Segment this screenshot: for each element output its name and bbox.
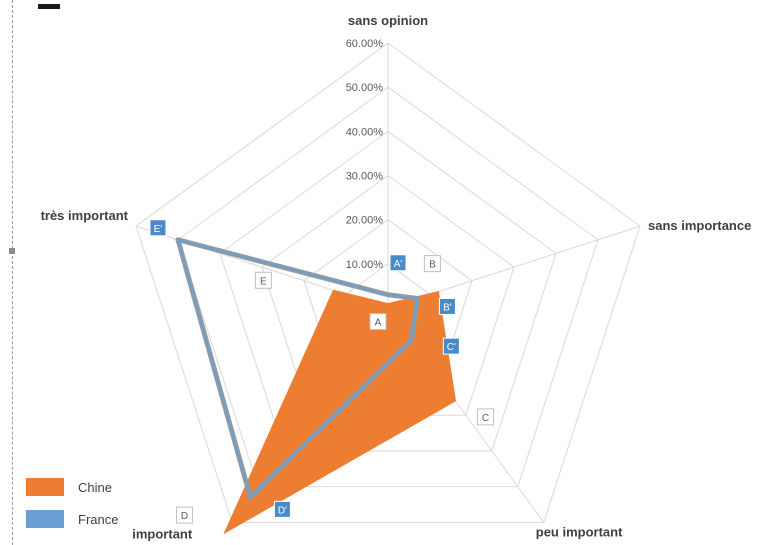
radar-tick-labels: 0.00%10.00%20.00%30.00%40.00%50.00%60.00… — [346, 38, 384, 315]
point-label-text: B' — [443, 302, 452, 313]
point-label-box — [438, 297, 456, 315]
selection-handle[interactable] — [9, 248, 15, 254]
tick-label: 40.00% — [346, 126, 384, 138]
point-label-text: A — [375, 318, 382, 329]
point-label: B — [423, 255, 441, 273]
radar-series — [175, 237, 457, 535]
tick-label: 50.00% — [346, 82, 384, 94]
point-label: C — [476, 408, 494, 426]
point-label-text: B — [429, 260, 436, 271]
point-label: E — [254, 271, 272, 289]
point-label: D' — [273, 500, 291, 518]
point-label-text: C' — [447, 342, 456, 353]
point-label: B' — [438, 297, 456, 315]
radar-grid — [135, 42, 641, 523]
point-label-text: E' — [154, 224, 163, 235]
point-label: D — [175, 506, 193, 524]
tick-label: 60.00% — [346, 38, 384, 50]
point-label-box — [273, 500, 291, 518]
legend-label: Chine — [78, 480, 112, 495]
axis-label: très important — [41, 208, 129, 223]
point-label: A' — [389, 254, 407, 272]
radar-point-labels: A B C D E A' B' C' D' E' — [149, 219, 494, 524]
tick-label: 20.00% — [346, 215, 384, 227]
series-line — [176, 238, 419, 499]
point-label-box — [476, 408, 494, 426]
chart-legend: Chine France — [26, 478, 118, 528]
point-label-text: D' — [278, 505, 287, 516]
point-label: C' — [442, 337, 460, 355]
point-label: E' — [149, 219, 167, 237]
legend-label: France — [78, 512, 118, 527]
axis-label: sans importance — [648, 218, 751, 233]
axis-label: peu important — [536, 524, 623, 539]
grid-ring — [135, 42, 641, 523]
point-label-box — [175, 506, 193, 524]
point-label-box — [423, 255, 441, 273]
legend-swatch — [26, 478, 64, 496]
point-label-text: E — [260, 276, 267, 287]
grid-ring — [219, 130, 557, 452]
point-label-text: D — [181, 511, 188, 522]
selection-frame-edge — [12, 0, 13, 545]
radar-axis-labels: sans opinion sans importance peu important… — [41, 13, 752, 541]
point-label-text: A' — [394, 259, 403, 270]
axis-label: important — [132, 526, 193, 541]
point-label-box — [369, 313, 387, 331]
tick-label: 10.00% — [346, 259, 384, 271]
point-label-box — [442, 337, 460, 355]
cropped-title-fragment — [38, 4, 60, 9]
point-label-box — [254, 271, 272, 289]
point-label-box — [389, 254, 407, 272]
legend-swatch — [26, 510, 64, 528]
grid-ring — [177, 86, 599, 488]
axis-label: sans opinion — [348, 13, 428, 28]
tick-label: 30.00% — [346, 171, 384, 183]
point-label: A — [369, 313, 387, 331]
point-label-text: C — [482, 413, 489, 424]
point-label-box — [149, 219, 167, 237]
